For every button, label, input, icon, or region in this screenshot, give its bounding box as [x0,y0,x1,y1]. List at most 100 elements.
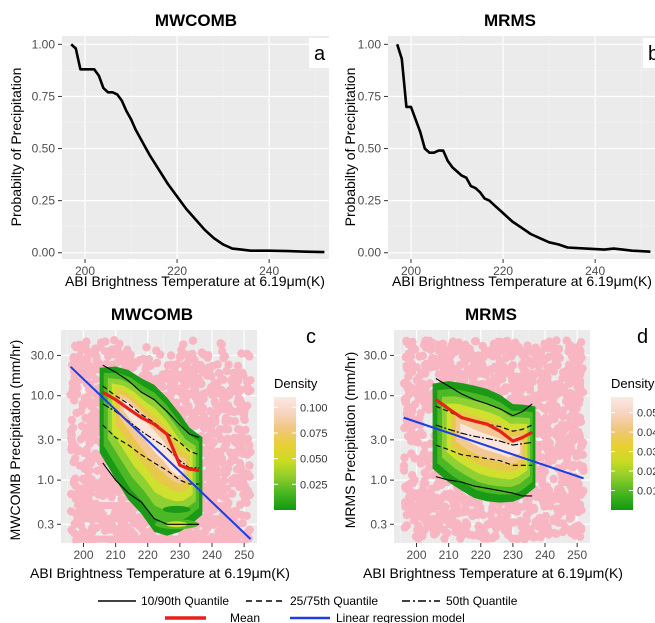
raw-point [239,371,248,380]
raw-point [246,447,255,457]
panel-d-ticks: 200 210 220 230 240 250 0.3 1.0 3.0 10.0 30.0 [364,348,588,562]
raw-point [416,428,425,437]
raw-point [520,368,529,377]
raw-point [245,490,254,500]
panel-b-gridlines [388,36,655,259]
x-tick-label: 210 [106,548,126,562]
raw-point [166,351,176,360]
y-tick-label: 0.3 [370,517,387,531]
raw-point [399,466,409,475]
panel-a-letter-box [309,38,333,68]
density-contour-level [460,423,521,458]
raw-point [476,503,485,512]
raw-point [497,386,506,396]
y-tick-label: 3.0 [370,433,387,447]
raw-point [83,468,93,477]
raw-point [234,406,243,416]
mean-line [101,390,200,473]
y-tick-label: 1.00 [32,37,56,51]
raw-point [536,488,545,497]
raw-point [567,477,576,486]
raw-point [187,409,197,418]
raw-point [228,489,237,498]
raw-point [562,500,571,510]
x-tick-label: 240 [535,548,555,562]
x-tick-label: 210 [439,548,459,562]
raw-point [212,474,221,483]
raw-point [418,351,428,360]
raw-point [506,367,515,377]
raw-point [233,388,242,397]
raw-point [461,518,470,527]
raw-point [565,413,575,422]
raw-point [423,514,432,524]
raw-point [71,341,80,350]
quantile-90-line [102,364,200,439]
panel-d-title: MRMS [465,305,517,324]
raw-point [82,393,91,402]
colorbar-tick-label: 0.04 [637,427,655,439]
raw-point [526,369,535,378]
raw-point [94,358,103,368]
raw-point [511,338,520,347]
raw-point [75,461,85,470]
raw-point [78,399,87,409]
raw-point [493,362,502,372]
raw-point [456,534,465,543]
raw-point [436,340,445,349]
raw-point [436,481,446,490]
quantile-90-line [435,378,533,417]
colorbar-tick-label: 0.025 [300,479,328,491]
raw-point [486,367,495,376]
regression-line [403,416,584,480]
panel-a-letter: a [314,43,326,65]
raw-point [507,352,516,361]
raw-point [71,454,80,463]
raw-point [158,383,167,392]
raw-point [230,376,239,386]
raw-point [67,430,76,440]
raw-point [538,470,548,479]
raw-point [118,528,128,537]
panel-c-xlabel: ABI Brightness Temperature at 6.19μm(K) [30,565,290,581]
raw-point [161,374,171,383]
raw-point [152,346,161,355]
raw-point [549,474,558,484]
raw-point [556,488,565,497]
raw-point [233,361,243,371]
raw-point [180,361,189,370]
raw-point [199,394,208,404]
raw-point [443,354,452,363]
y-tick-label: 1.0 [370,473,387,487]
panel-b-title: MRMS [484,11,536,30]
raw-point [455,375,464,384]
y-tick-label: 0.25 [32,194,56,208]
raw-point [421,343,431,352]
raw-point [554,389,563,398]
raw-point [564,365,573,374]
raw-point [402,484,411,493]
raw-point [199,412,209,421]
y-tick-label: 1.0 [37,473,54,487]
raw-point [485,350,494,359]
raw-point [235,425,245,435]
raw-point [217,347,227,356]
raw-point [529,505,539,514]
raw-point [230,433,239,443]
panel-b-letter-box [643,38,655,68]
panel-c-colorbar-title: Density [274,376,318,391]
x-tick-label: 200 [73,548,93,562]
raw-point [189,364,199,373]
y-tick-label: 10.0 [364,389,388,403]
raw-point [131,358,140,368]
raw-point [193,416,202,426]
raw-point [533,520,543,529]
raw-point [87,475,96,484]
raw-point [193,374,203,383]
raw-point [403,407,412,416]
y-tick-label: 0.00 [32,246,56,260]
raw-point [88,368,97,377]
raw-point [410,345,420,354]
raw-point [215,425,225,434]
raw-point [522,516,531,525]
